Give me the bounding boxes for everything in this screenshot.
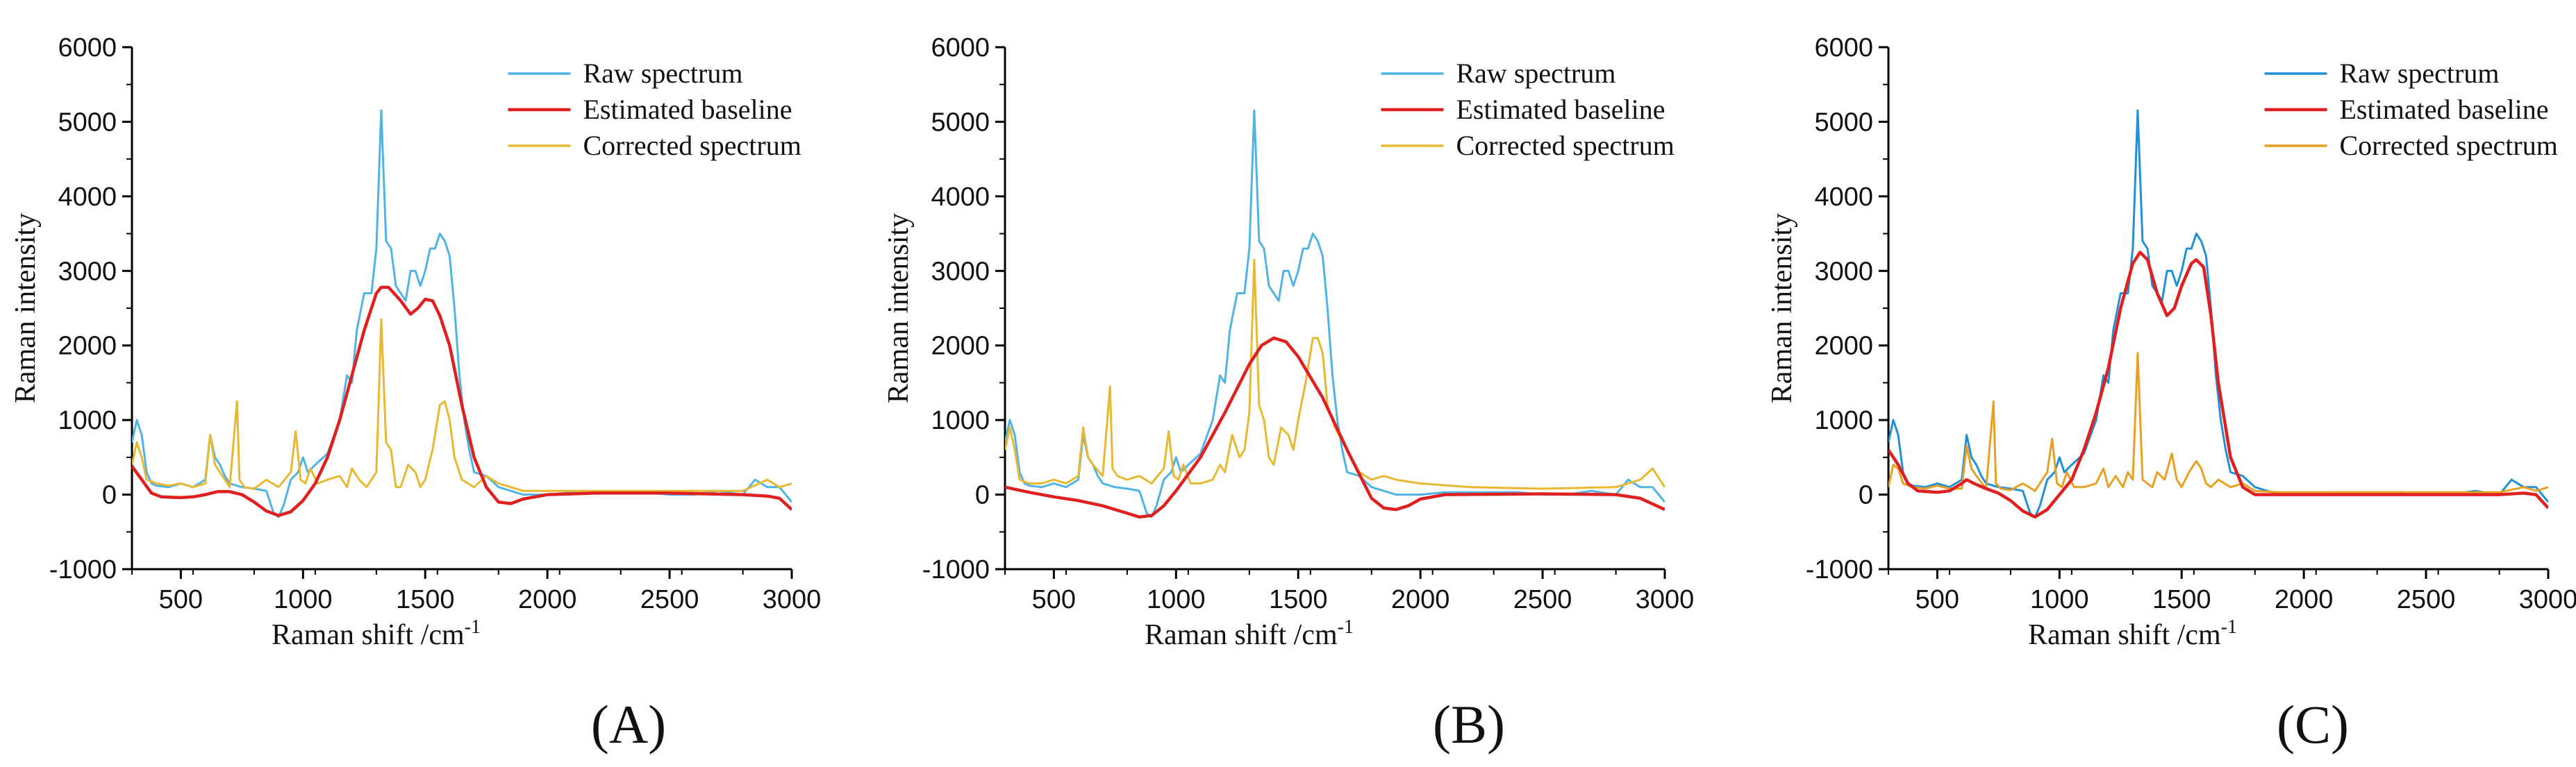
legend-label-estimated-baseline: Estimated baseline [1456, 94, 1665, 125]
y-tick-label: 0 [102, 481, 117, 510]
x-tick-label: 500 [159, 585, 203, 614]
y-tick-label: 0 [1859, 481, 1873, 510]
y-tick-label: -1000 [1806, 555, 1873, 584]
y-axis-title: Raman intensity [883, 213, 915, 403]
y-tick-label: 6000 [931, 33, 990, 62]
panel-label: (A) [591, 694, 666, 755]
x-tick-label: 1500 [396, 585, 455, 614]
y-tick-label: 2000 [58, 332, 117, 361]
y-tick-label: 1000 [1814, 406, 1873, 435]
x-tick-label: 1000 [1147, 585, 1206, 614]
x-tick-label: 2500 [2397, 585, 2456, 614]
y-tick-label: -1000 [922, 555, 990, 584]
x-tick-label: 2000 [518, 585, 577, 614]
series-line-estimated-baseline [132, 285, 792, 517]
y-tick-label: 5000 [931, 108, 990, 137]
legend-label-corrected-spectrum: Corrected spectrum [2340, 130, 2558, 161]
x-axis-title: Raman shift /cm-1 [2028, 616, 2237, 651]
panel-a: -1000 0 1000 2000 3000 4000 5000 6000 500 1000 150… [10, 33, 821, 755]
series-line-raw-spectrum [132, 109, 792, 519]
series-line-raw-spectrum [1888, 109, 2548, 519]
x-tick-label: 2500 [1513, 585, 1572, 614]
legend-label-raw-spectrum: Raw spectrum [2340, 58, 2500, 89]
y-axis-title: Raman intensity [10, 213, 42, 403]
x-tick-label: 2000 [2275, 585, 2334, 614]
y-tick-label: 6000 [1814, 33, 1873, 62]
series-line-corrected-spectrum [1005, 258, 1665, 490]
y-tick-label: 1000 [58, 406, 117, 435]
x-tick-label: 2500 [640, 585, 699, 614]
y-tick-label: 4000 [931, 183, 990, 212]
y-tick-label: 1000 [931, 406, 990, 435]
series-line-corrected-spectrum [1888, 352, 2548, 494]
legend-label-estimated-baseline: Estimated baseline [2340, 94, 2549, 125]
y-axis-title: Raman intensity [1766, 213, 1798, 403]
legend-label-estimated-baseline: Estimated baseline [583, 94, 792, 125]
y-tick-label: 3000 [58, 257, 117, 286]
y-tick-label: 6000 [58, 33, 117, 62]
x-tick-label: 2000 [1391, 585, 1450, 614]
y-tick-label: 2000 [931, 332, 990, 361]
x-axis-title: Raman shift /cm-1 [1145, 616, 1354, 651]
x-tick-label: 1500 [1269, 585, 1328, 614]
legend-label-raw-spectrum: Raw spectrum [583, 58, 743, 89]
y-tick-label: 0 [975, 481, 990, 510]
panel-c: -1000 0 1000 2000 3000 4000 5000 6000 500 1000 150… [1766, 33, 2576, 755]
x-tick-label: 3000 [763, 585, 822, 614]
legend-label-raw-spectrum: Raw spectrum [1456, 58, 1616, 89]
y-tick-label: 5000 [1814, 108, 1873, 137]
series-line-estimated-baseline [1005, 336, 1665, 519]
y-tick-label: 2000 [1814, 332, 1873, 361]
x-tick-label: 3000 [1636, 585, 1695, 614]
panel-label: (C) [2277, 694, 2349, 755]
x-tick-label: 1000 [2030, 585, 2089, 614]
y-tick-label: 3000 [931, 257, 990, 286]
panel-label: (B) [1433, 694, 1505, 755]
x-tick-label: 500 [1916, 585, 1959, 614]
x-axis-title: Raman shift /cm-1 [272, 616, 481, 651]
series-line-estimated-baseline [1888, 251, 2548, 519]
y-tick-label: 4000 [58, 183, 117, 212]
x-tick-label: 1000 [274, 585, 333, 614]
legend-label-corrected-spectrum: Corrected spectrum [583, 130, 801, 161]
y-tick-label: 3000 [1814, 257, 1873, 286]
x-tick-label: 3000 [2519, 585, 2576, 614]
x-tick-label: 1500 [2152, 585, 2211, 614]
x-tick-label: 500 [1032, 585, 1076, 614]
panel-b: -1000 0 1000 2000 3000 4000 5000 6000 500 1000 150… [883, 33, 1694, 755]
series-line-corrected-spectrum [132, 318, 792, 492]
y-tick-label: 4000 [1814, 183, 1873, 212]
y-tick-label: -1000 [49, 555, 117, 584]
y-tick-label: 5000 [58, 108, 117, 137]
legend-label-corrected-spectrum: Corrected spectrum [1456, 130, 1675, 161]
